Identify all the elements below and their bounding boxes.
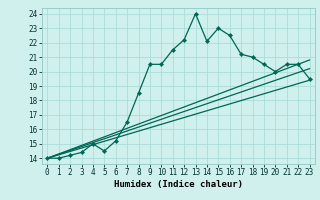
X-axis label: Humidex (Indice chaleur): Humidex (Indice chaleur) [114, 180, 243, 189]
